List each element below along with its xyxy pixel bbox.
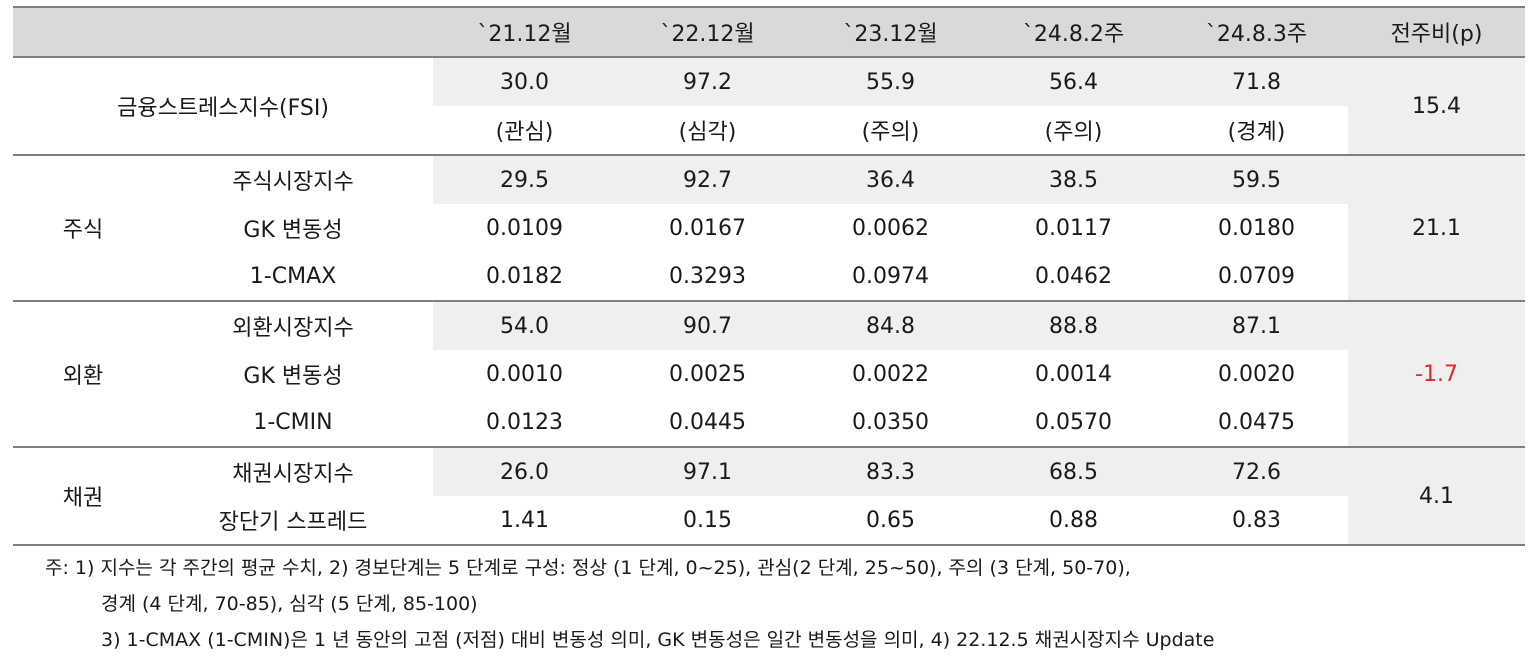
table-cell: 0.0350: [799, 398, 982, 448]
table-cell: 92.7: [616, 155, 799, 204]
table-cell: 0.83: [1165, 496, 1348, 546]
group-label-bond: 채권: [13, 447, 153, 546]
fsi-level-row: (관심) (심각) (주의) (주의) (경계): [13, 106, 1525, 156]
fx-change: -1.7: [1348, 301, 1525, 448]
table-cell: 26.0: [433, 447, 616, 496]
row-label: 채권시장지수: [232, 462, 354, 487]
table-cell: 59.5: [1165, 155, 1348, 204]
fsi-value-row: 금융스트레스지수(FSI) 30.0 97.2 55.9 56.4 71.8 1…: [13, 57, 1525, 156]
group-label-stock: 주식: [13, 155, 153, 302]
table-cell: 0.0709: [1165, 252, 1348, 302]
col-header-2112: `21.12월: [433, 6, 616, 58]
fsi-level: (경계): [1165, 106, 1348, 156]
row-label: GK 변동성: [243, 364, 343, 389]
fsi-change: 15.4: [1348, 57, 1525, 156]
table-cell: 0.65: [799, 496, 982, 546]
fsi-level: (관심): [433, 106, 616, 156]
table-cell: 0.0182: [433, 252, 616, 302]
table-cell: 38.5: [982, 155, 1165, 204]
table-cell: 0.0022: [852, 361, 929, 387]
fsi-value: 97.2: [616, 57, 799, 106]
table-cell: 0.0014: [1035, 361, 1112, 387]
table-cell: 0.0167: [669, 215, 746, 241]
table-cell: 84.8: [799, 301, 982, 350]
col-header-2312: `23.12월: [799, 6, 982, 58]
table-row: 1-CMAX 0.0182 0.3293 0.0974 0.0462 0.070…: [13, 252, 1525, 302]
fsi-value: 30.0: [433, 57, 616, 106]
table-cell: 0.88: [982, 496, 1165, 546]
table-cell: 97.1: [616, 447, 799, 496]
header-row: `21.12월 `22.12월 `23.12월 `24.8.2주 `24.8.3…: [13, 6, 1525, 58]
table-row: GK 변동성 0.0010 0.0025 0.0022 0.0014 0.002…: [13, 350, 1525, 398]
table-cell: 36.4: [799, 155, 982, 204]
table-cell: 72.6: [1165, 447, 1348, 496]
group-label-fx: 외환: [13, 301, 153, 448]
fsi-label: 금융스트레스지수(FSI): [13, 57, 433, 156]
table-cell: 0.0475: [1165, 398, 1348, 448]
table-cell: 0.0462: [982, 252, 1165, 302]
table-cell: 0.0109: [486, 215, 563, 241]
table-cell: 88.8: [982, 301, 1165, 350]
row-label: 1-CMAX: [153, 252, 433, 302]
table-cell: 0.0117: [1035, 215, 1112, 241]
fsi-value: 71.8: [1165, 57, 1348, 106]
header-corner: [13, 6, 433, 58]
table-row: 1-CMIN 0.0123 0.0445 0.0350 0.0570 0.047…: [13, 398, 1525, 448]
table-cell: 0.0974: [799, 252, 982, 302]
col-header-2212: `22.12월: [616, 6, 799, 58]
table-row: 주식 주식시장지수 29.5 92.7 36.4 38.5 59.5 21.1: [13, 155, 1525, 302]
table-cell: 0.0445: [616, 398, 799, 448]
table-cell: 0.0020: [1218, 361, 1295, 387]
fsi-value: 56.4: [982, 57, 1165, 106]
table-row: GK 변동성 0.0109 0.0167 0.0062 0.0117 0.018…: [13, 204, 1525, 252]
footnotes: 주: 1) 지수는 각 주간의 평균 수치, 2) 경보단계는 5 단계로 구성…: [45, 550, 1214, 658]
row-label: 주식시장지수: [232, 170, 354, 195]
table-cell: 87.1: [1165, 301, 1348, 350]
table-cell: 0.0123: [433, 398, 616, 448]
row-label: 1-CMIN: [153, 398, 433, 448]
footnote-line: 경계 (4 단계, 70-85), 심각 (5 단계, 85-100): [101, 593, 478, 615]
table-cell: 0.0570: [982, 398, 1165, 448]
table-cell: 54.0: [433, 301, 616, 350]
table-cell: 0.15: [616, 496, 799, 546]
fsi-value: 55.9: [799, 57, 982, 106]
col-header-2482: `24.8.2주: [982, 6, 1165, 58]
bond-change: 4.1: [1348, 447, 1525, 546]
table-cell: 90.7: [616, 301, 799, 350]
table-row: 외환 외환시장지수 54.0 90.7 84.8 88.8 87.1 -1.7: [13, 301, 1525, 448]
footnote-line: 주: 1) 지수는 각 주간의 평균 수치, 2) 경보단계는 5 단계로 구성…: [45, 557, 1131, 579]
row-label: GK 변동성: [243, 218, 343, 243]
table-cell: 1.41: [433, 496, 616, 546]
table-cell: 0.3293: [616, 252, 799, 302]
footnote-line: 3) 1-CMAX (1-CMIN)은 1 년 동안의 고점 (저점) 대비 변…: [101, 629, 1215, 651]
table-cell: 0.0062: [852, 215, 929, 241]
stock-change: 21.1: [1348, 155, 1525, 302]
table-row: 장단기 스프레드 1.41 0.15 0.65 0.88 0.83: [13, 496, 1525, 546]
table-cell: 0.0180: [1218, 215, 1295, 241]
table-cell: 83.3: [799, 447, 982, 496]
table-cell: 68.5: [982, 447, 1165, 496]
table-cell: 29.5: [433, 155, 616, 204]
table-row: 채권 채권시장지수 26.0 97.1 83.3 68.5 72.6 4.1: [13, 447, 1525, 546]
fsi-level: (주의): [982, 106, 1165, 156]
col-header-change: 전주비(p): [1348, 6, 1525, 58]
col-header-2483: `24.8.3주: [1165, 6, 1348, 58]
table-cell: 0.0025: [669, 361, 746, 387]
fsi-level: (주의): [799, 106, 982, 156]
row-label: 장단기 스프레드: [153, 496, 433, 546]
fsi-level: (심각): [616, 106, 799, 156]
row-label: 외환시장지수: [232, 316, 354, 341]
table-cell: 0.0010: [486, 361, 563, 387]
fsi-table: `21.12월 `22.12월 `23.12월 `24.8.2주 `24.8.3…: [13, 6, 1525, 546]
